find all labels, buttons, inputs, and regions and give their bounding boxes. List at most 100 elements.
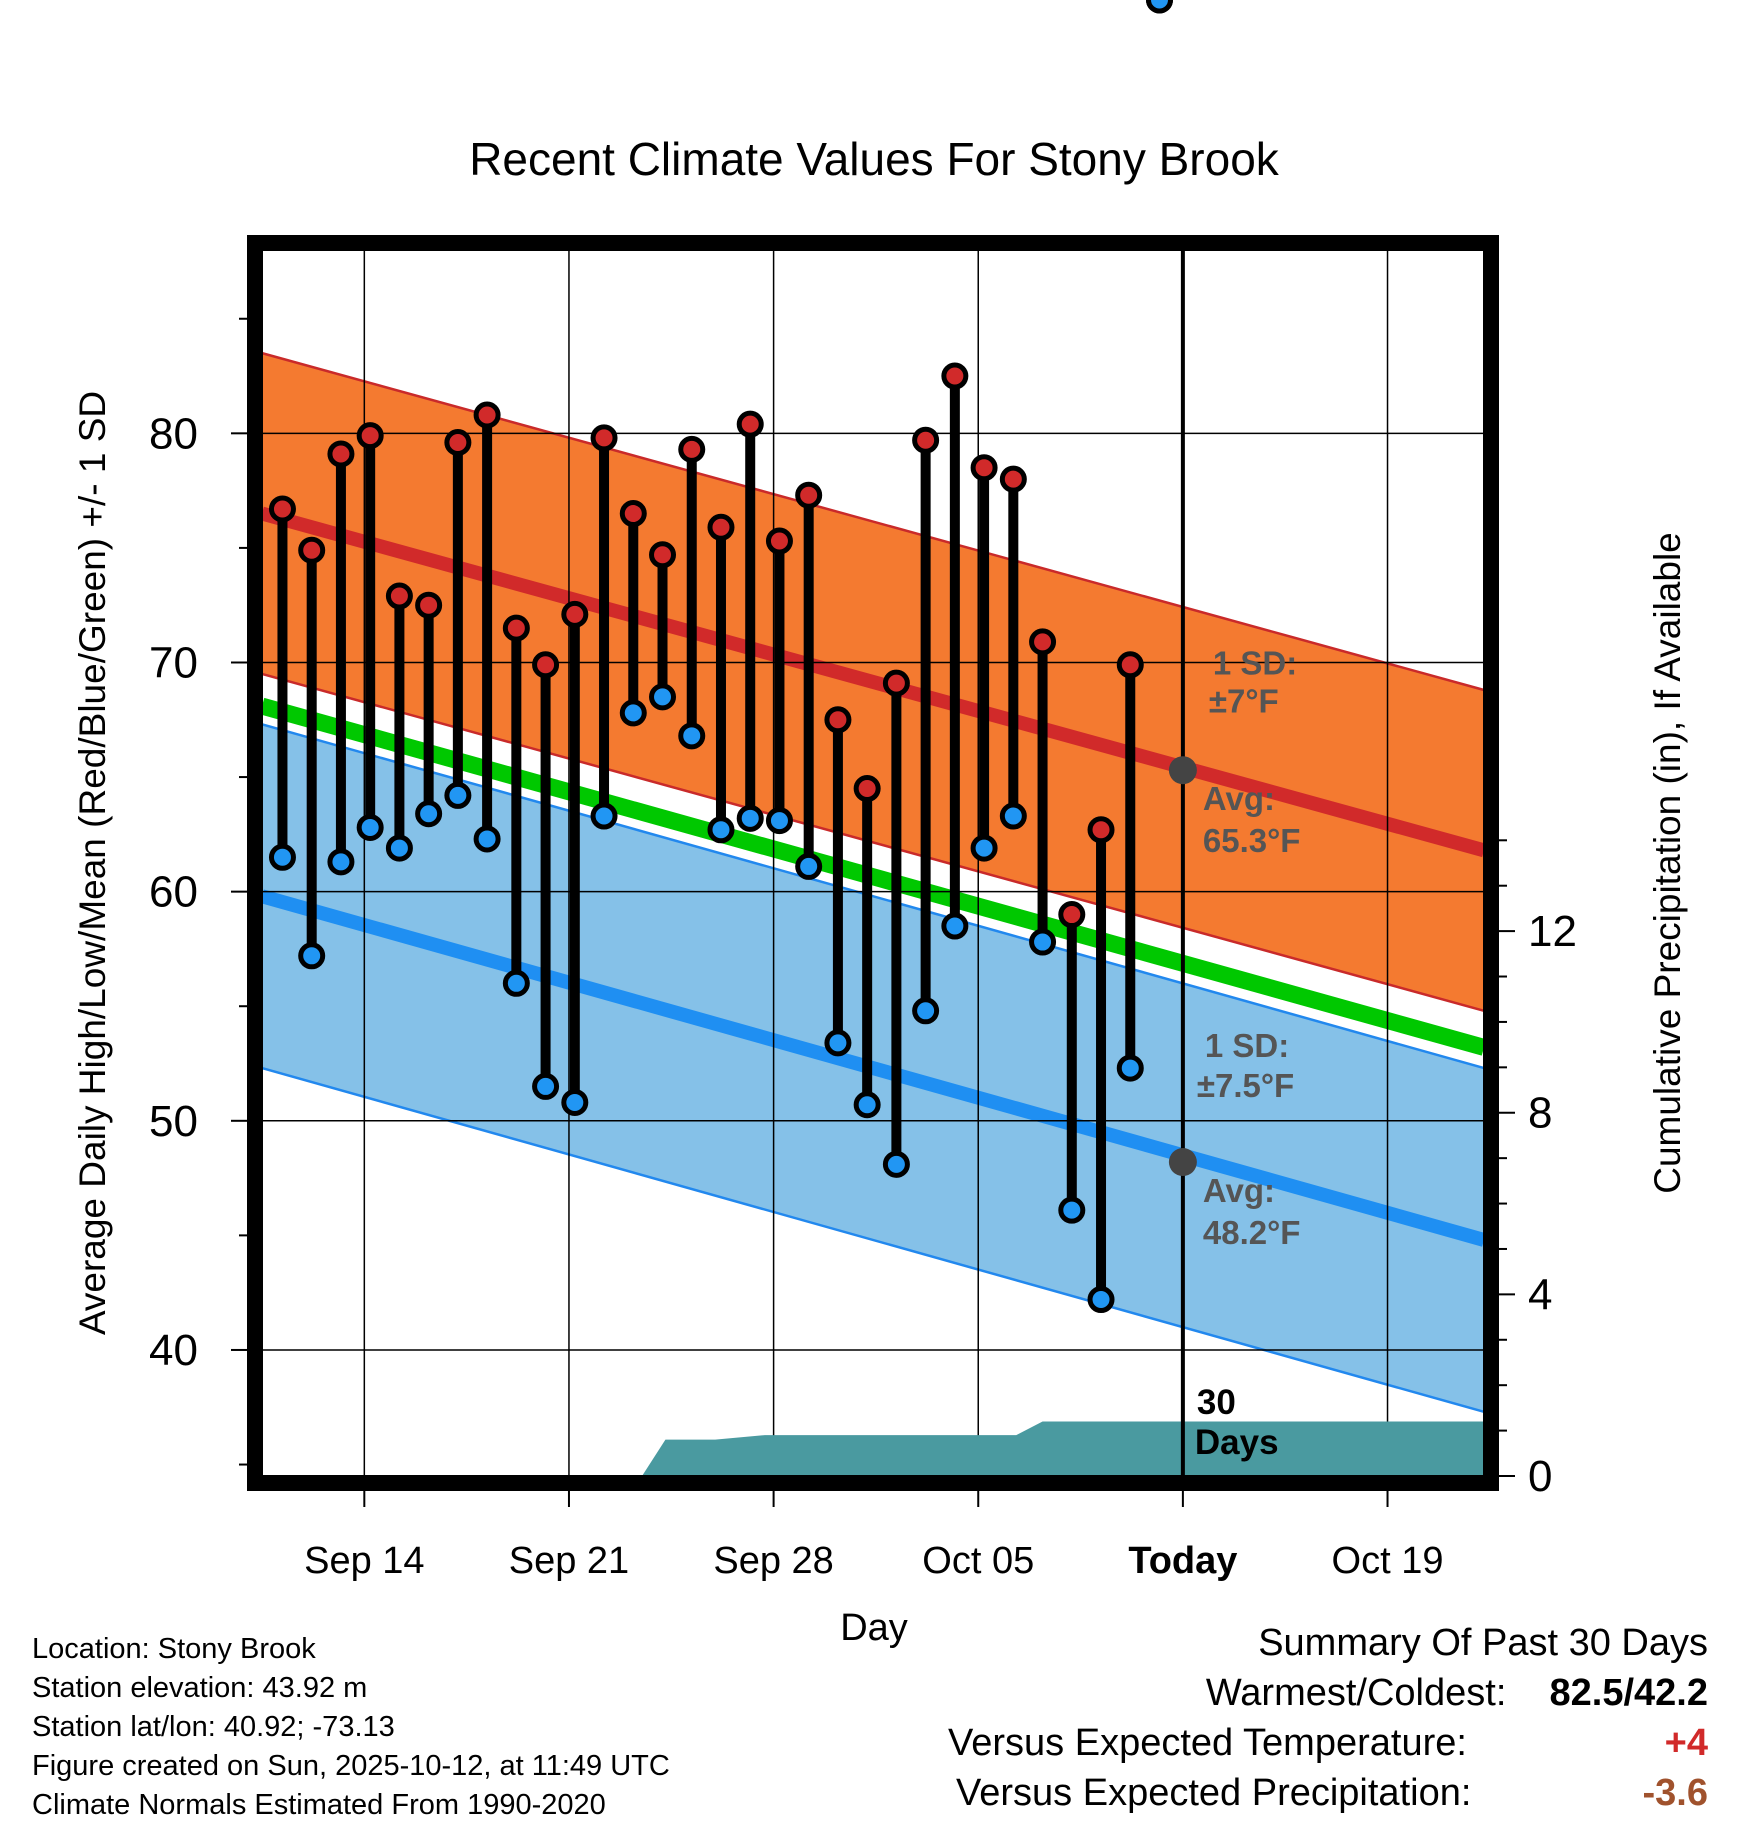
low-point (473, 825, 501, 853)
low-point (532, 1072, 560, 1100)
x-tick-label: Sep 14 (304, 1540, 424, 1582)
low-point (502, 969, 530, 997)
station-location: Location: Stony Brook (32, 1633, 316, 1665)
low-point (970, 834, 998, 862)
high-point (678, 435, 706, 463)
high-point (707, 513, 735, 541)
low-point (678, 722, 706, 750)
days-count-number: 30 (1197, 1383, 1236, 1422)
low-point (327, 848, 355, 876)
station-info: Location: Stony Brook Station elevation:… (32, 1630, 670, 1825)
plot-frame (247, 235, 1499, 1491)
y2-tick-label: 8 (1528, 1089, 1552, 1138)
low-point (619, 699, 647, 727)
x-tick-label: Sep 28 (713, 1540, 833, 1582)
high-point (912, 426, 940, 454)
low-avg-value: 48.2°F (1203, 1214, 1301, 1251)
x-tick-label: Oct 05 (922, 1540, 1034, 1582)
high-point (415, 591, 443, 619)
normals-period: Climate Normals Estimated From 1990-2020 (32, 1789, 606, 1821)
x-axis-title: Day (840, 1607, 908, 1649)
high-point (882, 669, 910, 697)
low-point (444, 781, 472, 809)
y-tick-label: 70 (149, 638, 198, 687)
y2-axis-title: Cumulative Precipitation (in), If Availa… (1647, 532, 1688, 1194)
summary-panel: Summary Of Past 30 Days Warmest/Coldest:… (948, 1622, 1708, 1822)
low-point (385, 834, 413, 862)
y2-tick-label: 0 (1528, 1452, 1552, 1501)
high-band-upper-edge (261, 351, 1485, 692)
y-tick-label: 60 (149, 868, 198, 917)
low-point (1116, 1054, 1144, 1082)
low-point (999, 802, 1027, 830)
high-point (1087, 816, 1115, 844)
low-point (1058, 1196, 1086, 1224)
low-point (649, 683, 677, 711)
high-point (1058, 901, 1086, 929)
today-low-avg-point (1168, 1148, 1197, 1177)
high-avg-label: Avg: (1203, 780, 1275, 817)
station-elevation: Station elevation: 43.92 m (32, 1672, 368, 1704)
low-avg-line (260, 889, 1486, 1247)
low-point (1029, 928, 1057, 956)
y-tick-label: 80 (149, 409, 198, 458)
low-point (298, 942, 326, 970)
high-point (298, 536, 326, 564)
low-point (1146, 0, 1173, 14)
figure-created: Figure created on Sun, 2025-10-12, at 11… (32, 1750, 670, 1782)
low-band-lower-edge (261, 1066, 1485, 1414)
high-point (853, 775, 881, 803)
low-point (707, 816, 735, 844)
low-point (415, 800, 443, 828)
temp-anomaly-value: +4 (1664, 1722, 1708, 1764)
precip-anomaly-label: Versus Expected Precipitation: (956, 1772, 1472, 1814)
high-point (385, 582, 413, 610)
high-sd-label: 1 SD: (1213, 644, 1297, 681)
high-point (502, 614, 530, 642)
high-point (941, 362, 969, 390)
low-point (824, 1029, 852, 1057)
station-latlon: Station lat/lon: 40.92; -73.13 (32, 1711, 395, 1743)
low-avg-label: Avg: (1203, 1172, 1275, 1209)
high-point (1029, 628, 1057, 656)
high-point (590, 424, 618, 452)
low-point (356, 813, 384, 841)
high-point (824, 706, 852, 734)
high-point (473, 401, 501, 429)
high-point (999, 465, 1027, 493)
low-point (590, 802, 618, 830)
low-sd-label: 1 SD: (1205, 1027, 1289, 1064)
high-sd-value: ±7°F (1209, 682, 1279, 719)
mean-line (259, 697, 1487, 1056)
y2-tick-label: 12 (1528, 907, 1577, 956)
high-point (765, 527, 793, 555)
high-point (356, 422, 384, 450)
high-point (268, 495, 296, 523)
low-point (765, 807, 793, 835)
precip-anomaly-value: -3.6 (1642, 1772, 1708, 1814)
precip-area (262, 1421, 1484, 1476)
low-point (941, 912, 969, 940)
summary-warm-cold: Warmest/Coldest: 82.5/42.2 (1206, 1672, 1708, 1715)
high-point (444, 428, 472, 456)
low-point (268, 843, 296, 871)
high-avg-line (260, 506, 1486, 858)
high-point (649, 541, 677, 569)
y-tick-label: 40 (149, 1326, 198, 1375)
high-band-lower-edge (261, 672, 1485, 1013)
summary-title: Summary Of Past 30 Days (1258, 1622, 1708, 1664)
warm-cold-value: 82.5/42.2 (1549, 1672, 1708, 1714)
high-avg-value: 65.3°F (1203, 822, 1301, 859)
high-point (970, 454, 998, 482)
y2-tick-label: 4 (1528, 1270, 1552, 1319)
days-count-label: Days (1195, 1423, 1279, 1462)
low-point (882, 1150, 910, 1178)
low-point (795, 852, 823, 880)
x-tick-label: Sep 21 (509, 1540, 629, 1582)
y-axis-title: Average Daily High/Low/Mean (Red/Blue/Gr… (72, 391, 113, 1335)
low-point (1087, 1286, 1115, 1314)
low-sd-value: ±7.5°F (1197, 1067, 1294, 1104)
high-point (736, 410, 764, 438)
low-point (853, 1091, 881, 1119)
